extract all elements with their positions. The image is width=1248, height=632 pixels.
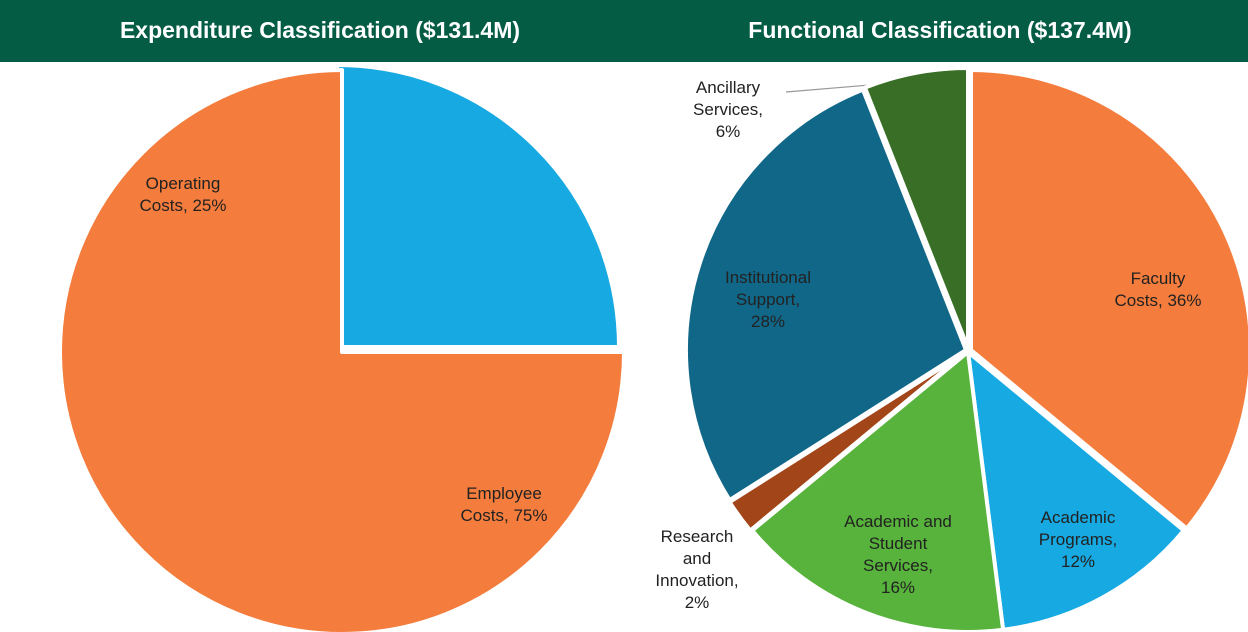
slice-label: Academic Programs, 12% xyxy=(1033,507,1123,573)
pie-slice xyxy=(684,87,968,503)
category-label: Operating Costs, xyxy=(139,174,221,215)
slice-label: Academic and Student Services, 16% xyxy=(844,511,952,599)
category-label: Institutional Support, xyxy=(725,268,811,309)
value-label: 25% xyxy=(192,196,227,215)
chart-title: Functional Classification ($137.4M) xyxy=(748,17,1131,43)
value-label: 36% xyxy=(1167,291,1202,310)
value-label: 2% xyxy=(684,593,710,612)
pie-slice xyxy=(58,68,626,632)
slice-label: Employee Costs, 75% xyxy=(454,483,554,527)
slice-label: Ancillary Services, 6% xyxy=(686,77,771,143)
value-label: 6% xyxy=(715,122,741,141)
slice-label: Research and Innovation, 2% xyxy=(650,526,745,614)
pie-slice xyxy=(969,68,1248,531)
pie-slice xyxy=(966,350,1186,632)
value-label: 75% xyxy=(513,506,548,525)
header-bar xyxy=(0,0,1248,62)
pie-slice xyxy=(727,350,968,533)
slice-label: Operating Costs, 25% xyxy=(133,173,233,217)
pie-slice xyxy=(335,63,621,349)
category-label: Academic and Student Services, xyxy=(844,512,952,575)
chart-title: Expenditure Classification ($131.4M) xyxy=(120,17,520,43)
category-label: Academic Programs, xyxy=(1038,508,1118,549)
category-label: Employee Costs, xyxy=(460,484,542,525)
category-label: Faculty Costs, xyxy=(1114,269,1186,310)
slices xyxy=(58,63,1248,632)
value-label: 12% xyxy=(1060,552,1096,571)
slice-label: Institutional Support, 28% xyxy=(718,267,818,333)
pie-slice xyxy=(862,66,970,350)
category-label: Ancillary Services, xyxy=(693,78,763,119)
slice-label: Faculty Costs, 36% xyxy=(1108,268,1208,312)
value-label: 16% xyxy=(880,578,916,597)
category-label: Research and Innovation, xyxy=(655,527,739,590)
value-label: 28% xyxy=(750,312,786,331)
